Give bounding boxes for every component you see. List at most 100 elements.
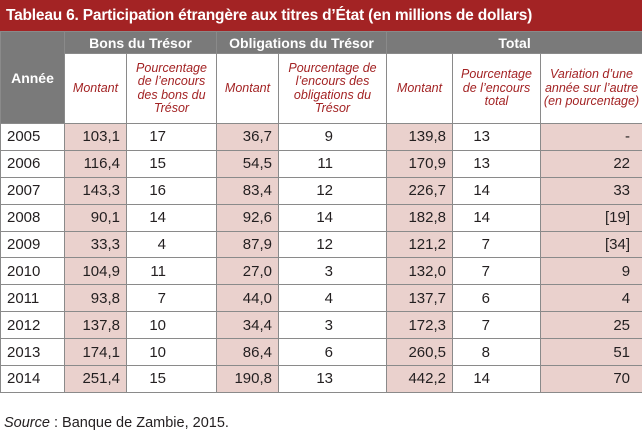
cell-pct-total: 14 bbox=[452, 176, 541, 205]
cell-montant-bons: 137,8 bbox=[64, 311, 127, 340]
cell-montant-total: 121,2 bbox=[386, 230, 453, 259]
cell-annee: 2009 bbox=[0, 230, 65, 259]
cell-montant-bons: 93,8 bbox=[64, 284, 127, 313]
header-montant-bons: Montant bbox=[64, 53, 127, 124]
cell-annee: 2014 bbox=[0, 365, 65, 393]
cell-variation: 51 bbox=[539, 338, 642, 367]
cell-pct-obligations: 4 bbox=[278, 284, 387, 313]
cell-pct-bons: 14 bbox=[126, 203, 217, 232]
table-row: 2014 251,4 15 190,8 13 442,2 14 70 bbox=[0, 365, 642, 393]
header-obligations: Obligations du Trésor bbox=[216, 31, 387, 54]
cell-montant-obligations: 36,7 bbox=[216, 123, 279, 151]
cell-pct-obligations: 13 bbox=[278, 365, 387, 393]
cell-annee: 2005 bbox=[0, 123, 65, 151]
source-note: Source : Banque de Zambie, 2015. bbox=[4, 415, 229, 431]
cell-pct-bons: 15 bbox=[126, 365, 217, 393]
header-row-groups: Année Bons du Trésor Obligations du Trés… bbox=[0, 31, 642, 124]
cell-pct-bons: 10 bbox=[126, 338, 217, 367]
cell-montant-total: 132,0 bbox=[386, 257, 453, 286]
cell-pct-bons: 15 bbox=[126, 149, 217, 178]
cell-pct-bons: 10 bbox=[126, 311, 217, 340]
cell-pct-total: 13 bbox=[452, 149, 541, 178]
header-bons: Bons du Trésor bbox=[64, 31, 217, 54]
table-row: 2013 174,1 10 86,4 6 260,5 8 51 bbox=[0, 338, 642, 367]
cell-pct-total: 7 bbox=[452, 230, 541, 259]
cell-variation: [19] bbox=[539, 203, 642, 232]
cell-montant-obligations: 87,9 bbox=[216, 230, 279, 259]
cell-montant-bons: 33,3 bbox=[64, 230, 127, 259]
cell-pct-obligations: 9 bbox=[278, 123, 387, 151]
cell-montant-obligations: 27,0 bbox=[216, 257, 279, 286]
cell-pct-obligations: 6 bbox=[278, 338, 387, 367]
cell-variation: 9 bbox=[539, 257, 642, 286]
header-annee: Année bbox=[0, 31, 65, 124]
table-row: 2011 93,8 7 44,0 4 137,7 6 4 bbox=[0, 284, 642, 313]
cell-annee: 2012 bbox=[0, 311, 65, 340]
cell-pct-bons: 16 bbox=[126, 176, 217, 205]
cell-pct-bons: 4 bbox=[126, 230, 217, 259]
cell-annee: 2010 bbox=[0, 257, 65, 286]
cell-pct-total: 13 bbox=[452, 123, 541, 151]
cell-montant-bons: 90,1 bbox=[64, 203, 127, 232]
header-total: Total bbox=[385, 31, 642, 54]
cell-montant-obligations: 34,4 bbox=[216, 311, 279, 340]
cell-pct-obligations: 11 bbox=[278, 149, 387, 178]
cell-pct-obligations: 14 bbox=[278, 203, 387, 232]
cell-variation: 4 bbox=[539, 284, 642, 313]
cell-montant-total: 139,8 bbox=[386, 123, 453, 151]
cell-pct-total: 14 bbox=[452, 365, 541, 393]
cell-montant-obligations: 54,5 bbox=[216, 149, 279, 178]
header-pct-obligations: Pourcentage de l’encours des obligations… bbox=[278, 53, 387, 124]
cell-montant-total: 442,2 bbox=[386, 365, 453, 393]
source-text: : Banque de Zambie, 2015. bbox=[49, 415, 229, 431]
source-label: Source bbox=[4, 415, 50, 431]
cell-annee: 2013 bbox=[0, 338, 65, 367]
cell-montant-obligations: 44,0 bbox=[216, 284, 279, 313]
cell-montant-obligations: 190,8 bbox=[216, 365, 279, 393]
table-row: 2010 104,9 11 27,0 3 132,0 7 9 bbox=[0, 257, 642, 286]
cell-pct-bons: 17 bbox=[126, 123, 217, 151]
header-montant-total: Montant bbox=[386, 53, 453, 124]
cell-annee: 2007 bbox=[0, 176, 65, 205]
cell-variation: - bbox=[539, 123, 642, 151]
cell-montant-total: 182,8 bbox=[386, 203, 453, 232]
cell-pct-total: 14 bbox=[452, 203, 541, 232]
header-pct-total: Pourcentage de l’encours total bbox=[452, 53, 541, 124]
cell-annee: 2011 bbox=[0, 284, 65, 313]
cell-pct-bons: 7 bbox=[126, 284, 217, 313]
cell-montant-total: 260,5 bbox=[386, 338, 453, 367]
cell-variation: [34] bbox=[539, 230, 642, 259]
cell-montant-obligations: 92,6 bbox=[216, 203, 279, 232]
cell-pct-total: 8 bbox=[452, 338, 541, 367]
cell-montant-obligations: 86,4 bbox=[216, 338, 279, 367]
cell-pct-obligations: 12 bbox=[278, 230, 387, 259]
header-montant-obligations: Montant bbox=[216, 53, 279, 124]
cell-annee: 2006 bbox=[0, 149, 65, 178]
cell-pct-obligations: 12 bbox=[278, 176, 387, 205]
cell-montant-bons: 104,9 bbox=[64, 257, 127, 286]
cell-montant-total: 172,3 bbox=[386, 311, 453, 340]
cell-montant-bons: 116,4 bbox=[64, 149, 127, 178]
header-variation: Variation d’une année sur l’autre (en po… bbox=[539, 53, 642, 124]
cell-pct-total: 7 bbox=[452, 311, 541, 340]
table-row: 2007 143,3 16 83,4 12 226,7 14 33 bbox=[0, 176, 642, 205]
cell-pct-bons: 11 bbox=[126, 257, 217, 286]
table-row: 2006 116,4 15 54,5 11 170,9 13 22 bbox=[0, 149, 642, 178]
data-table: Année Bons du Trésor Obligations du Trés… bbox=[0, 31, 642, 393]
cell-montant-total: 170,9 bbox=[386, 149, 453, 178]
table-row: 2012 137,8 10 34,4 3 172,3 7 25 bbox=[0, 311, 642, 340]
cell-montant-bons: 174,1 bbox=[64, 338, 127, 367]
cell-variation: 70 bbox=[539, 365, 642, 393]
cell-annee: 2008 bbox=[0, 203, 65, 232]
cell-variation: 22 bbox=[539, 149, 642, 178]
header-pct-bons: Pourcentage de l’encours des bons du Tré… bbox=[126, 53, 217, 124]
cell-montant-bons: 103,1 bbox=[64, 123, 127, 151]
cell-pct-total: 7 bbox=[452, 257, 541, 286]
table-row: 2009 33,3 4 87,9 12 121,2 7 [34] bbox=[0, 230, 642, 259]
cell-pct-obligations: 3 bbox=[278, 311, 387, 340]
cell-montant-total: 137,7 bbox=[386, 284, 453, 313]
cell-montant-total: 226,7 bbox=[386, 176, 453, 205]
cell-variation: 33 bbox=[539, 176, 642, 205]
cell-montant-bons: 143,3 bbox=[64, 176, 127, 205]
